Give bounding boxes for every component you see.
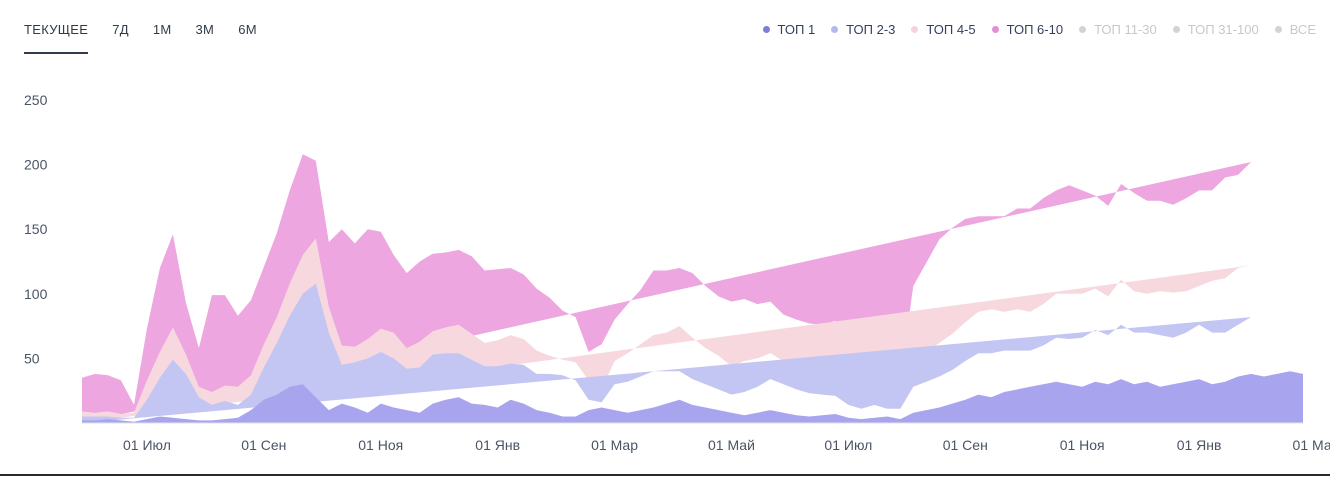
tab-3[interactable]: 3М <box>195 22 215 37</box>
stacked-area-chart: 50 100 150 200 250 01 Июл 01 Сен 01 Ноя 01 Янв 01… <box>24 92 1330 453</box>
y-tick-label: 200 <box>24 157 48 173</box>
legend-item-3[interactable]: ТОП 6-10 <box>991 22 1064 37</box>
period-tabs: ТЕКУЩЕЕ 7Д 1М 3М 6М <box>24 20 281 54</box>
y-tick-label: 250 <box>24 92 48 108</box>
legend-label: ВСЕ <box>1289 22 1316 37</box>
tab-1[interactable]: 7Д <box>112 22 129 37</box>
legend-item-2[interactable]: ТОП 4-5 <box>911 22 976 37</box>
x-tick-label: 01 Май <box>708 437 755 453</box>
x-tick-label: 01 Янв <box>1177 437 1222 453</box>
legend-dot-icon <box>1172 26 1180 33</box>
x-tick-label: 01 Янв <box>475 437 520 453</box>
legend-label: ТОП 1 <box>777 22 816 37</box>
legend-label: ТОП 4-5 <box>926 22 976 37</box>
y-tick-label: 50 <box>24 350 40 366</box>
legend-label: ТОП 31-100 <box>1187 22 1259 37</box>
x-tick-label: 01 Сен <box>241 437 286 453</box>
x-tick-label: 01 Июл <box>123 437 171 453</box>
legend-item-1[interactable]: ТОП 2-3 <box>831 22 895 37</box>
x-tick-label: 01 Ноя <box>358 437 403 453</box>
legend-item-6[interactable]: ВСЕ <box>1274 22 1316 37</box>
legend-item-0[interactable]: ТОП 1 <box>762 22 816 37</box>
bottom-border <box>0 474 1330 476</box>
legend-label: ТОП 2-3 <box>846 22 896 37</box>
x-tick-label: 01 Мар <box>591 437 638 453</box>
tab-4[interactable]: 6М <box>238 22 257 37</box>
legend-dot-icon <box>831 26 839 33</box>
y-tick-label: 150 <box>24 221 48 237</box>
legend-dot-icon <box>1079 26 1087 33</box>
x-tick-label: 01 Июл <box>824 437 872 453</box>
chart-legend: ТОП 1 ТОП 2-3 ТОП 4-5 ТОП 6-10 ТОП 11-30 ТОП … <box>747 22 1316 37</box>
legend-label: ТОП 6-10 <box>1006 22 1064 37</box>
y-tick-label: 100 <box>24 286 48 302</box>
x-tick-label: 01 Сен <box>943 437 988 453</box>
x-tick-label: 01 Мар <box>1293 437 1330 453</box>
legend-dot-icon <box>911 26 919 33</box>
legend-dot-icon <box>991 26 999 33</box>
x-tick-label: 01 Ноя <box>1060 437 1105 453</box>
legend-item-5[interactable]: ТОП 31-100 <box>1172 22 1259 37</box>
legend-dot-icon <box>1274 26 1282 33</box>
legend-label: ТОП 11-30 <box>1094 22 1157 37</box>
tab-2[interactable]: 1М <box>152 22 172 37</box>
legend-item-4[interactable]: ТОП 11-30 <box>1079 22 1157 37</box>
area-series-1 <box>82 283 1251 423</box>
area-series-0 <box>82 371 1303 423</box>
tab-0[interactable]: ТЕКУЩЕЕ <box>24 20 89 54</box>
chart-area: 50 100 150 200 250 01 Июл 01 Сен 01 Ноя 01 Янв 01… <box>0 80 1330 472</box>
legend-dot-icon <box>762 26 770 33</box>
